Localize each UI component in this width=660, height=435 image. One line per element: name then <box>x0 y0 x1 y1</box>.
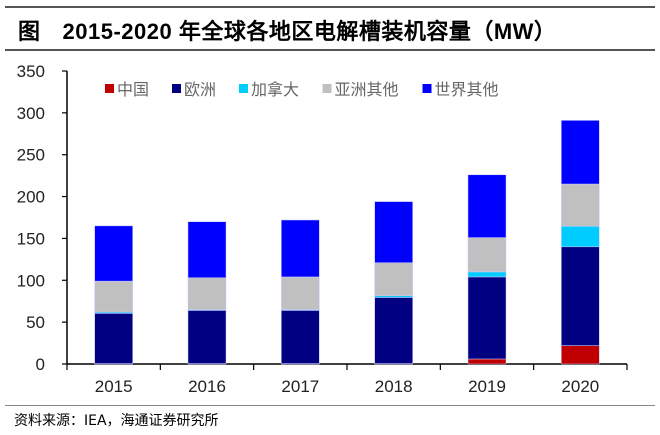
legend-swatch-欧洲 <box>172 84 181 93</box>
title-rule <box>5 49 655 51</box>
legend-label-亚洲其他: 亚洲其他 <box>335 81 399 99</box>
legend-swatch-加拿大 <box>239 84 248 93</box>
legend-swatch-亚洲其他 <box>322 84 332 93</box>
legend-label-欧洲: 欧洲 <box>184 81 216 99</box>
figure-prefix: 图 <box>18 19 41 44</box>
bar-segment-欧洲-2018 <box>374 297 413 364</box>
bar-segment-亚洲其他-2019 <box>467 237 507 273</box>
y-tick-label: 300 <box>17 104 45 123</box>
x-tick-label: 2019 <box>468 377 506 396</box>
x-tick-label: 2017 <box>281 377 319 396</box>
bar-segment-欧洲-2017 <box>281 310 320 364</box>
bar-segment-加拿大-2019 <box>467 271 507 278</box>
x-tick-label: 2020 <box>561 377 599 396</box>
y-tick-label: 150 <box>17 229 45 248</box>
bar-segment-加拿大-2018 <box>374 295 413 298</box>
bar-segment-亚洲其他-2015 <box>94 280 133 313</box>
y-tick-label: 0 <box>36 355 45 374</box>
bar-segment-世界其他-2020 <box>561 120 600 185</box>
bar-segment-世界其他-2015 <box>94 225 133 282</box>
legend-label-加拿大: 加拿大 <box>251 80 299 99</box>
bar-segment-世界其他-2017 <box>281 219 320 278</box>
bar-segment-中国-2019 <box>467 358 507 365</box>
top-rule <box>5 6 655 8</box>
legend-swatch-中国 <box>105 84 114 93</box>
x-tick-label: 2018 <box>375 377 413 396</box>
y-tick-label: 100 <box>17 271 45 290</box>
legend-label-世界其他: 世界其他 <box>435 81 499 99</box>
chart-title: 图 2015-2020 年全球各地区电解槽装机容量（MW） <box>18 14 556 46</box>
bar-segment-世界其他-2019 <box>467 174 507 238</box>
stacked-bar-chart: 0 50 100 150 200 250 300 350 2015 2016 2017 2018 201… <box>17 62 628 396</box>
bar-segment-欧洲-2020 <box>561 246 600 346</box>
bar-segment-亚洲其他-2020 <box>561 183 600 227</box>
bar-segment-亚洲其他-2017 <box>281 276 320 310</box>
source-note: 资料来源：IEA，海通证券研究所 <box>14 413 219 429</box>
bar-segment-欧洲-2016 <box>187 310 227 364</box>
x-tick-label: 2015 <box>95 377 133 396</box>
bar-segment-亚洲其他-2016 <box>187 277 227 310</box>
legend-swatch-世界其他 <box>422 84 432 93</box>
y-tick-label: 250 <box>17 146 45 165</box>
bottom-rule <box>5 405 655 406</box>
bar-segment-中国-2020 <box>561 345 600 365</box>
y-tick-label: 200 <box>17 188 45 207</box>
bar-segment-亚洲其他-2018 <box>374 262 413 297</box>
bar-segment-欧洲-2015 <box>94 313 133 364</box>
x-tick-label: 2016 <box>188 377 226 396</box>
y-tick-label: 350 <box>17 62 45 81</box>
legend-label-中国: 中国 <box>117 81 149 99</box>
y-tick-label: 50 <box>26 313 45 332</box>
bar-segment-世界其他-2016 <box>187 221 227 279</box>
bar-segment-世界其他-2018 <box>374 201 413 263</box>
bar-segment-欧洲-2019 <box>467 276 507 360</box>
title-text: 2015-2020 年全球各地区电解槽装机容量（MW） <box>62 19 557 44</box>
bar-segment-加拿大-2020 <box>561 226 600 248</box>
